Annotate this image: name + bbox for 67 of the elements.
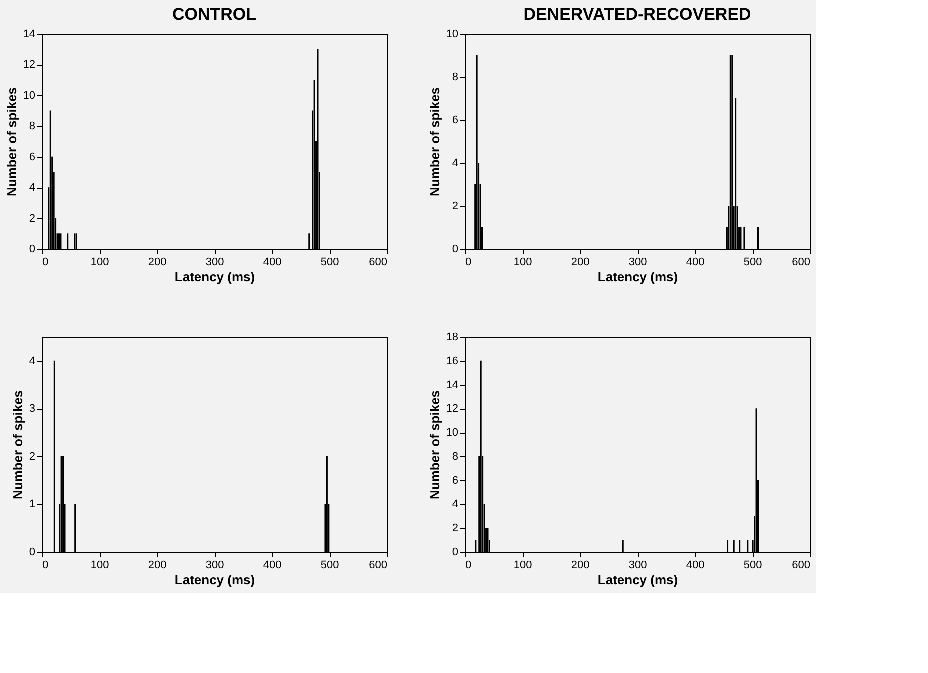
x-tick-label: 0 <box>466 256 472 268</box>
x-tick-label: 600 <box>792 256 810 268</box>
y-tick-label: 8 <box>452 450 458 463</box>
x-tick-label: 600 <box>369 256 388 268</box>
x-axis-title: Latency (ms) <box>598 572 678 588</box>
y-tick-label: 8 <box>452 72 458 84</box>
y-tick-label: 3 <box>29 403 36 416</box>
y-axis-title: Number of spikes <box>4 87 20 197</box>
y-tick-label: 10 <box>446 28 458 40</box>
y-tick-label: 4 <box>452 498 458 511</box>
y-tick-label: 8 <box>29 120 36 133</box>
x-tick-label: 0 <box>466 560 472 572</box>
x-tick-label: 0 <box>42 256 49 268</box>
x-tick-label: 300 <box>628 256 648 268</box>
y-tick-label: 0 <box>29 244 36 256</box>
y-tick-label: 2 <box>452 522 458 535</box>
y-tick-label: 4 <box>452 158 458 170</box>
y-tick-label: 14 <box>446 379 458 392</box>
x-tick-label: 200 <box>571 560 590 572</box>
y-tick-label: 10 <box>23 90 36 102</box>
x-tick-label: 100 <box>90 256 110 268</box>
x-axis-title: Latency (ms) <box>174 270 256 284</box>
x-tick-label: 300 <box>206 256 224 268</box>
y-axis-title: Number of spikes <box>10 390 26 500</box>
x-tick-label: 200 <box>571 256 590 268</box>
x-tick-label: 400 <box>263 560 282 572</box>
x-tick-label: 600 <box>792 560 810 572</box>
y-axis-title: Number of spikes <box>427 390 442 500</box>
y-tick-label: 4 <box>29 182 36 194</box>
x-axis-title: Latency (ms) <box>598 270 678 284</box>
x-tick-label: 100 <box>514 560 532 572</box>
y-tick-label: 2 <box>29 450 36 463</box>
chart-title: DENERVATED-RECOVERED <box>524 5 752 24</box>
x-tick-label: 400 <box>263 256 282 268</box>
y-tick-label: 2 <box>452 200 458 212</box>
y-tick-label: 18 <box>446 332 458 344</box>
y-tick-label: 12 <box>23 59 36 72</box>
y-tick-label: 0 <box>452 546 458 558</box>
x-tick-label: 200 <box>148 256 167 268</box>
y-tick-label: 14 <box>23 28 36 40</box>
x-axis-title: Latency (ms) <box>174 572 256 588</box>
y-tick-label: 12 <box>446 403 458 416</box>
y-tick-label: 0 <box>29 546 36 558</box>
y-tick-label: 6 <box>29 151 36 164</box>
x-tick-label: 0 <box>42 560 49 572</box>
x-tick-label: 100 <box>514 256 532 268</box>
y-tick-label: 1 <box>29 498 36 511</box>
y-tick-label: 16 <box>446 355 458 368</box>
x-tick-label: 600 <box>369 560 388 572</box>
x-tick-label: 500 <box>320 560 340 572</box>
y-tick-label: 6 <box>452 474 458 487</box>
x-tick-label: 500 <box>320 256 340 268</box>
x-tick-label: 300 <box>206 560 224 572</box>
y-tick-label: 0 <box>452 244 458 256</box>
y-tick-label: 4 <box>29 355 36 368</box>
x-tick-label: 500 <box>744 560 762 572</box>
y-tick-label: 6 <box>452 114 458 126</box>
x-tick-label: 300 <box>628 560 648 572</box>
x-tick-label: 200 <box>148 560 167 572</box>
chart-title: CONTROL <box>172 5 257 24</box>
y-axis-title: Number of spikes <box>427 87 442 197</box>
y-tick-label: 10 <box>446 427 458 440</box>
x-tick-label: 100 <box>90 560 110 572</box>
x-tick-label: 400 <box>686 560 705 572</box>
x-tick-label: 400 <box>686 256 705 268</box>
x-tick-label: 500 <box>744 256 762 268</box>
y-tick-label: 2 <box>29 212 36 225</box>
